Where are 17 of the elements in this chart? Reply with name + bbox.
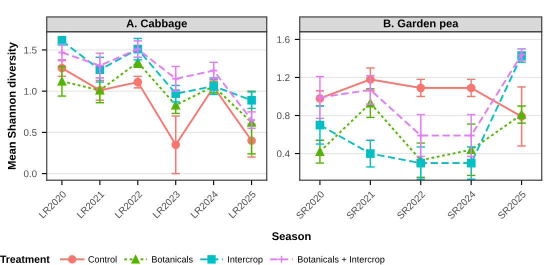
chart-title: B. Garden pea — [384, 19, 458, 30]
legend-label: Botanicals + Intercrop — [298, 256, 384, 264]
y-tick-label: 1.6 — [277, 36, 290, 44]
legend-label: Control — [88, 256, 116, 263]
y-axis-title: Mean Shannon diversity — [8, 42, 18, 170]
legend-label: Botanicals — [152, 256, 193, 263]
y-tick-label: 0.8 — [276, 112, 290, 120]
y-tick-label: 1.5 — [24, 46, 37, 54]
x-axis-title: Season — [272, 232, 311, 240]
y-tick-label: 0.4 — [276, 150, 290, 158]
y-tick-label: 1.2 — [277, 74, 290, 81]
y-tick-label: 1.0 — [24, 88, 37, 95]
y-tick-label: 0.0 — [24, 170, 37, 178]
legend-label: Intercrop — [228, 256, 263, 264]
y-tick-label: 0.5 — [24, 129, 37, 136]
legend-title: Treatment — [0, 256, 50, 263]
chart-title: A. Cabbage — [126, 19, 187, 30]
